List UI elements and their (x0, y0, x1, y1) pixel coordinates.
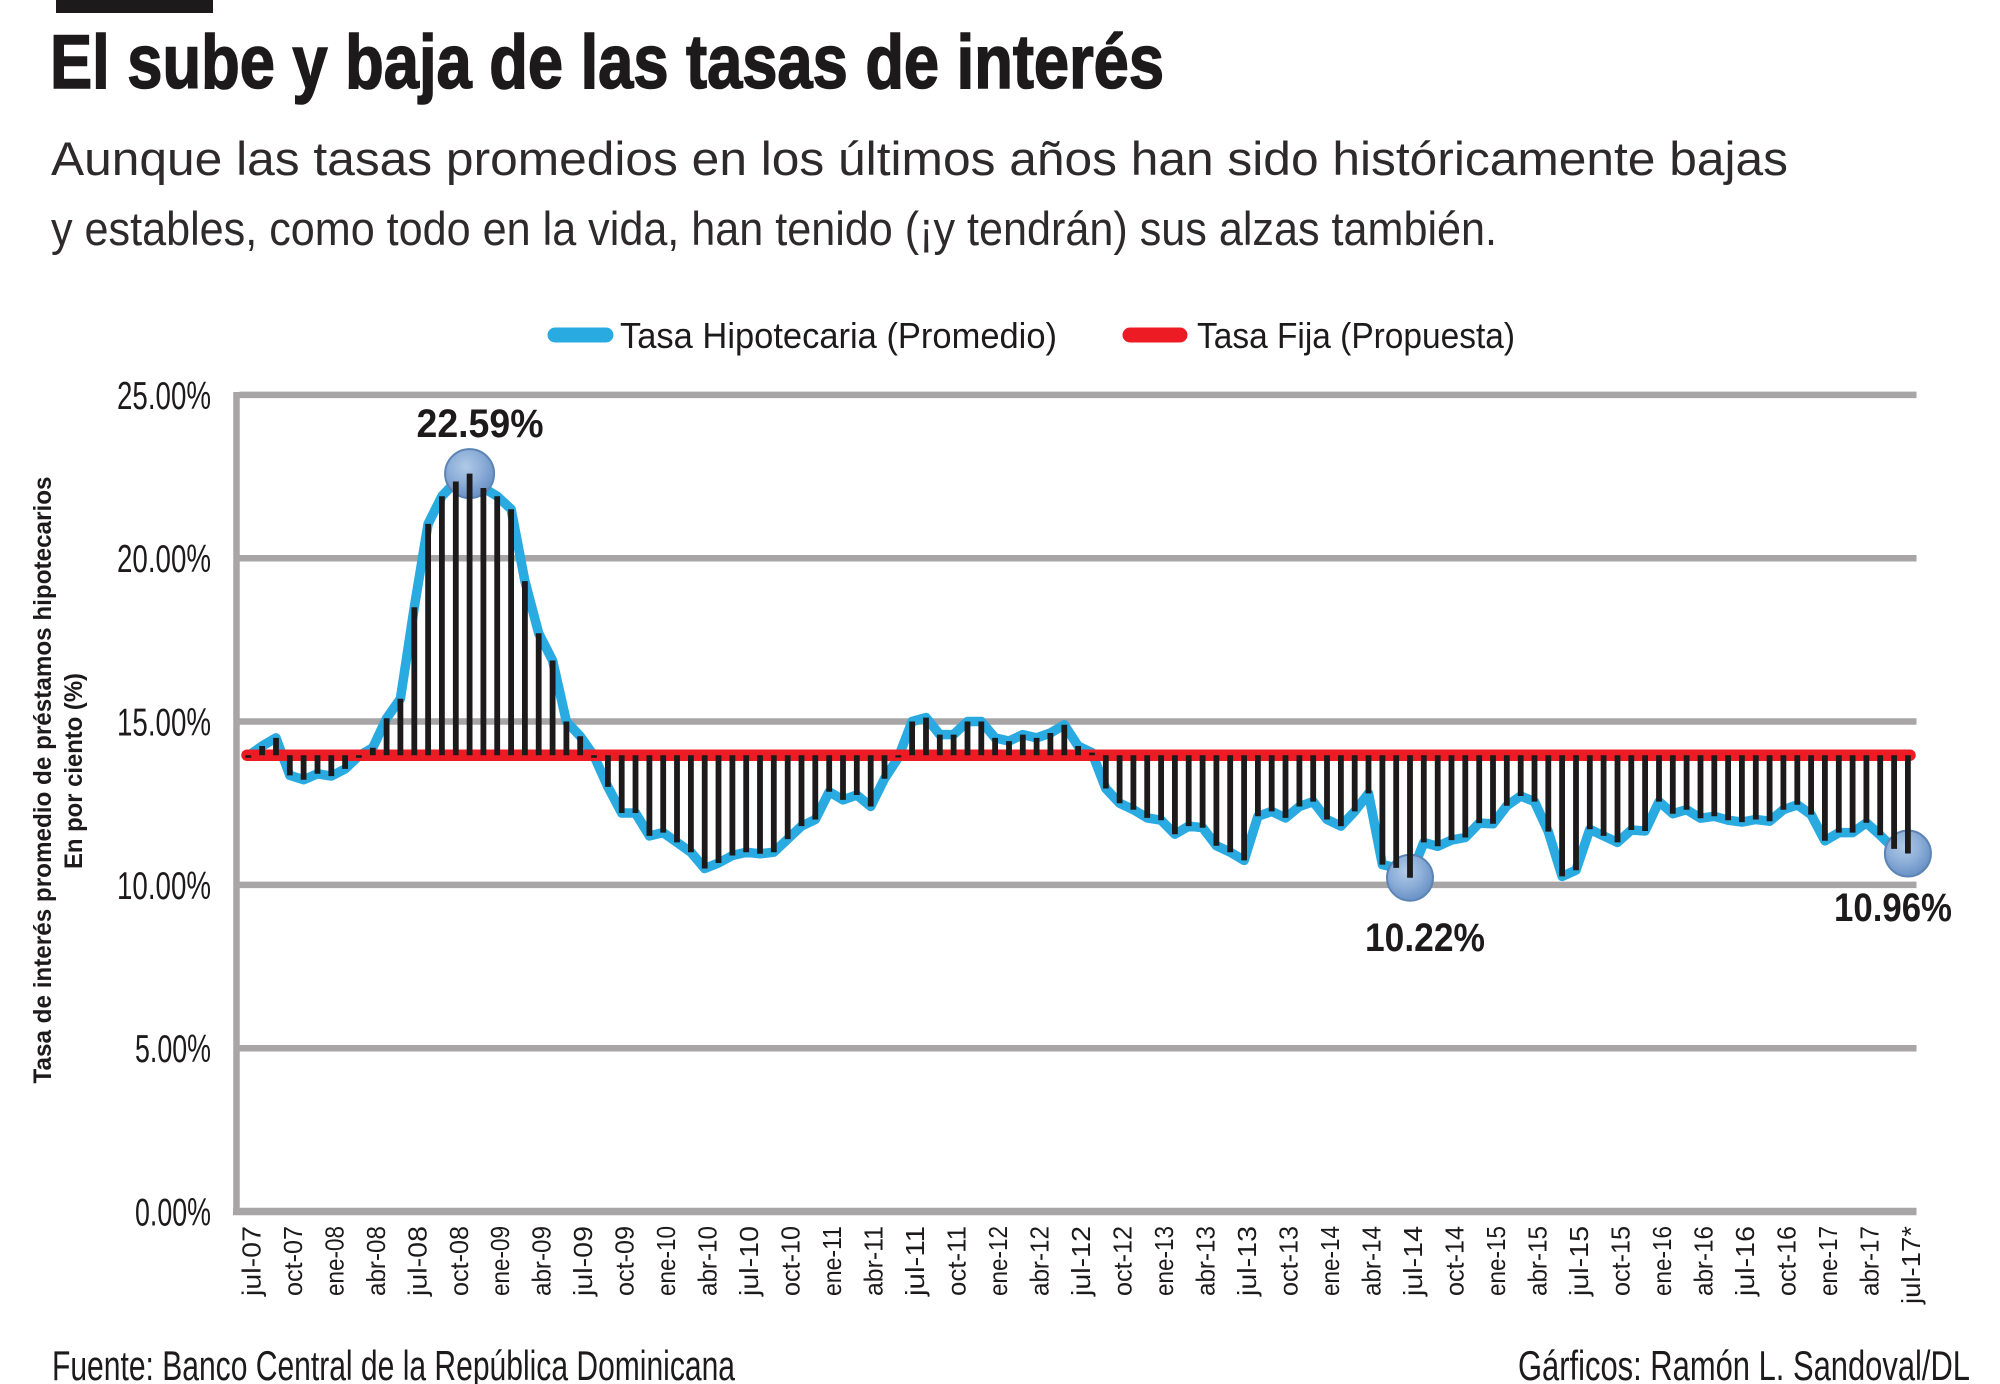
svg-text:oct-14: oct-14 (1440, 1226, 1470, 1296)
svg-text:abr-09: abr-09 (527, 1226, 557, 1296)
svg-text:oct-15: oct-15 (1606, 1226, 1636, 1296)
svg-text:oct-08: oct-08 (444, 1226, 474, 1296)
svg-text:abr-11: abr-11 (859, 1226, 889, 1296)
svg-text:jul-14: jul-14 (1398, 1226, 1428, 1297)
svg-text:jul-17*: jul-17* (1896, 1226, 1926, 1305)
svg-text:20.00%: 20.00% (117, 538, 211, 581)
svg-text:abr-08: abr-08 (361, 1226, 391, 1296)
svg-text:oct-07: oct-07 (278, 1226, 308, 1296)
svg-text:ene-13: ene-13 (1149, 1226, 1179, 1296)
svg-text:abr-14: abr-14 (1357, 1226, 1387, 1296)
svg-text:El sube y baja de las tasas de: El sube y baja de las tasas de interés (50, 20, 1164, 105)
svg-text:oct-09: oct-09 (610, 1226, 640, 1296)
svg-text:ene-12: ene-12 (983, 1226, 1013, 1296)
svg-text:jul-10: jul-10 (734, 1226, 764, 1297)
svg-text:25.00%: 25.00% (117, 375, 211, 418)
svg-text:abr-16: abr-16 (1689, 1226, 1719, 1296)
svg-text:ene-10: ene-10 (651, 1226, 681, 1296)
svg-text:5.00%: 5.00% (135, 1028, 211, 1071)
svg-text:oct-12: oct-12 (1108, 1226, 1138, 1296)
svg-text:abr-13: abr-13 (1191, 1226, 1221, 1296)
svg-text:ene-08: ene-08 (319, 1226, 349, 1296)
svg-text:ene-15: ene-15 (1481, 1226, 1511, 1296)
svg-text:10.96%: 10.96% (1834, 886, 1952, 930)
svg-text:10.00%: 10.00% (117, 865, 211, 908)
svg-text:jul-15: jul-15 (1564, 1226, 1594, 1297)
svg-text:ene-11: ene-11 (817, 1226, 847, 1296)
svg-text:En por ciento (%): En por ciento (%) (60, 673, 88, 869)
svg-text:jul-13: jul-13 (1232, 1226, 1262, 1297)
svg-text:Tasa Fija (Propuesta): Tasa Fija (Propuesta) (1197, 315, 1515, 356)
svg-text:jul-07: jul-07 (236, 1226, 266, 1297)
svg-text:jul-09: jul-09 (568, 1226, 598, 1297)
svg-text:y estables, como todo en la vi: y estables, como todo en la vida, han te… (51, 202, 1497, 255)
svg-text:22.59%: 22.59% (417, 402, 544, 446)
svg-text:jul-11: jul-11 (900, 1226, 930, 1297)
svg-text:oct-16: oct-16 (1771, 1226, 1801, 1296)
svg-text:Tasa Hipotecaria (Promedio): Tasa Hipotecaria (Promedio) (620, 315, 1057, 356)
svg-text:ene-17: ene-17 (1813, 1226, 1843, 1296)
svg-text:ene-16: ene-16 (1647, 1226, 1677, 1296)
svg-text:jul-16: jul-16 (1730, 1226, 1760, 1297)
svg-text:abr-17: abr-17 (1854, 1226, 1884, 1296)
svg-text:ene-14: ene-14 (1315, 1226, 1345, 1296)
svg-text:Aunque las tasas promedios en: Aunque las tasas promedios en los último… (51, 132, 1788, 185)
svg-text:jul-12: jul-12 (1066, 1226, 1096, 1297)
svg-text:abr-15: abr-15 (1523, 1226, 1553, 1296)
svg-text:Tasa de interés promedio de pr: Tasa de interés promedio de préstamos hi… (29, 477, 57, 1084)
svg-text:jul-08: jul-08 (402, 1226, 432, 1297)
svg-text:ene-09: ene-09 (485, 1226, 515, 1296)
svg-text:15.00%: 15.00% (117, 702, 211, 745)
svg-text:Gárficos: Ramón L. Sandoval/DL: Gárficos: Ramón L. Sandoval/DL (1518, 1342, 1970, 1384)
svg-text:Fuente: Banco Central de la Re: Fuente: Banco Central de la República Do… (52, 1342, 735, 1384)
svg-text:oct-13: oct-13 (1274, 1226, 1304, 1296)
svg-text:0.00%: 0.00% (135, 1192, 211, 1235)
svg-text:oct-11: oct-11 (942, 1226, 972, 1296)
svg-text:abr-12: abr-12 (1025, 1226, 1055, 1296)
svg-text:oct-10: oct-10 (776, 1226, 806, 1296)
svg-text:10.22%: 10.22% (1365, 916, 1485, 960)
svg-text:abr-10: abr-10 (693, 1226, 723, 1296)
